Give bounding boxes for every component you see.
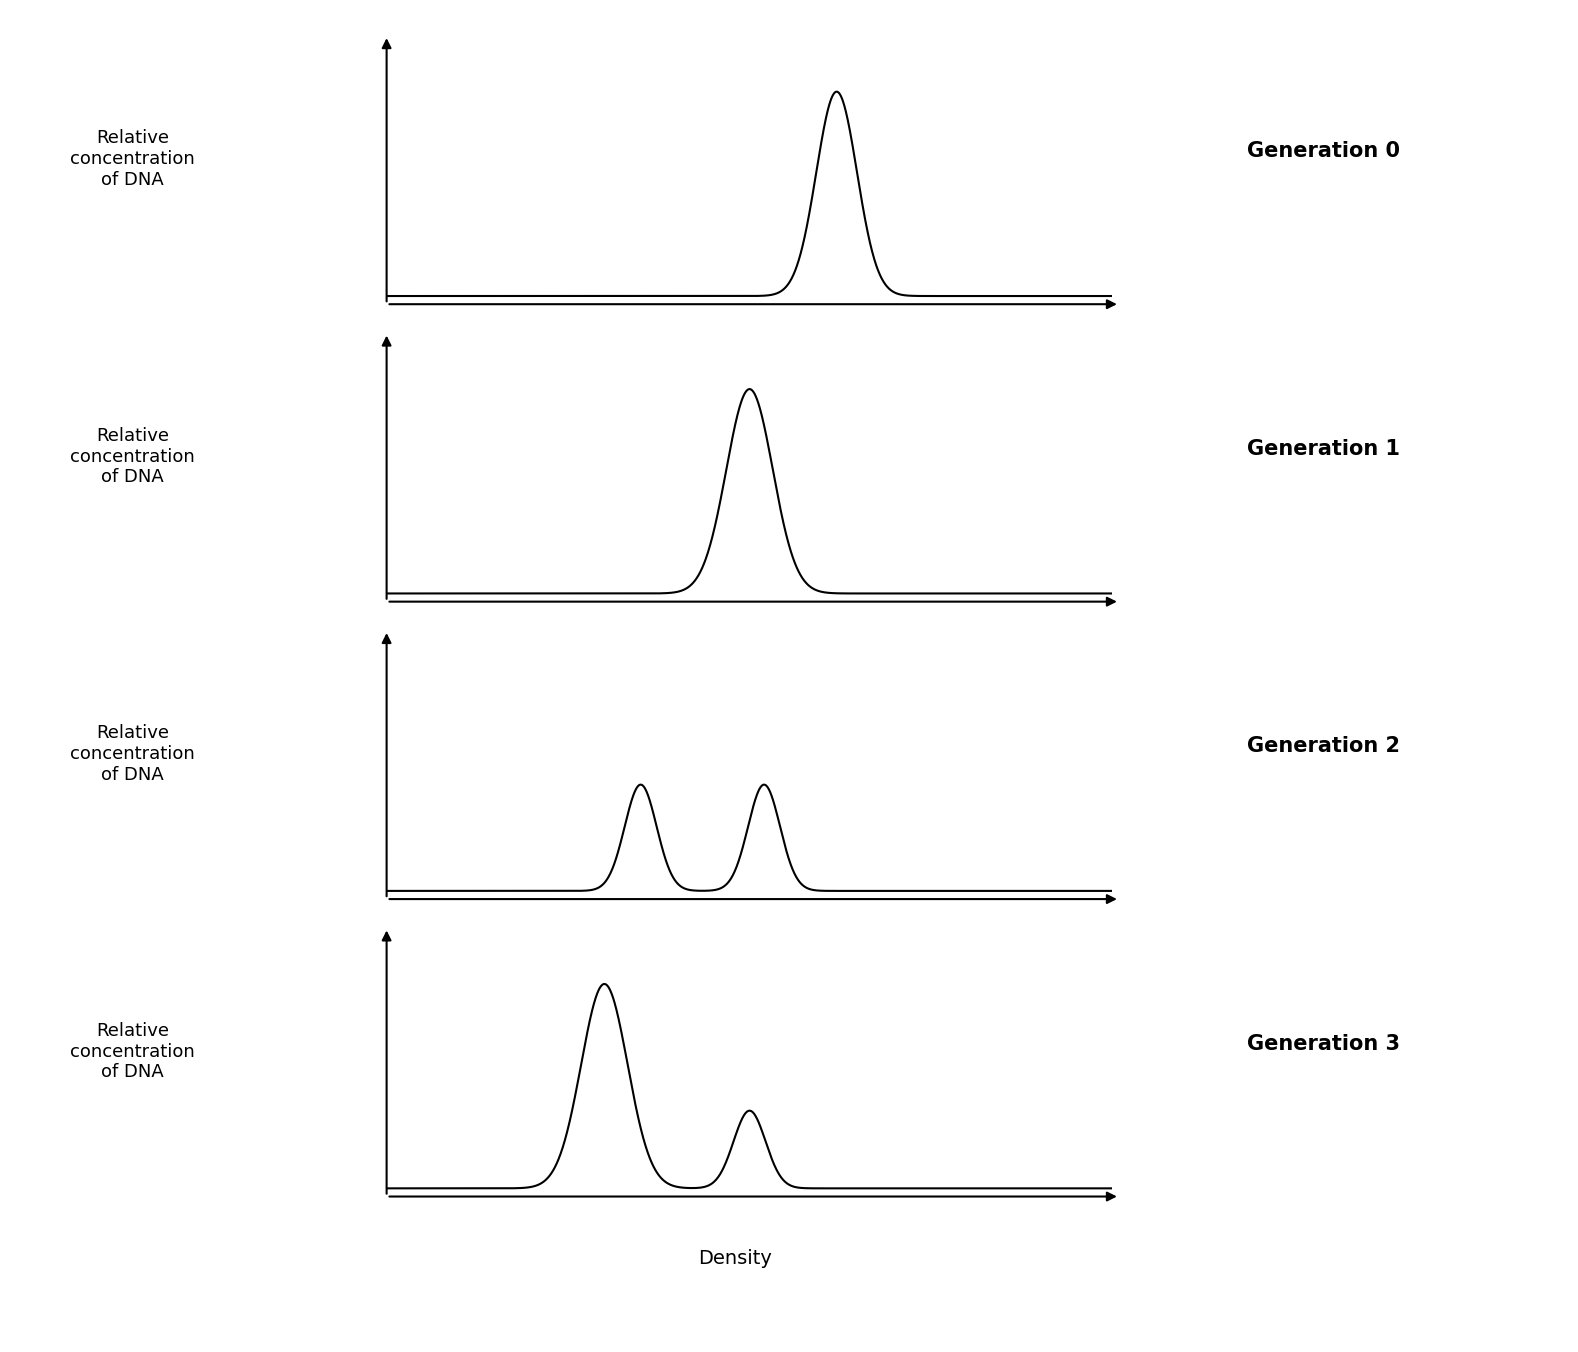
Text: Generation 3: Generation 3: [1247, 1034, 1400, 1053]
Text: Density: Density: [697, 357, 772, 376]
Text: Relative
concentration
of DNA: Relative concentration of DNA: [69, 725, 196, 784]
Text: Relative
concentration
of DNA: Relative concentration of DNA: [69, 1022, 196, 1082]
Text: Density: Density: [697, 1249, 772, 1268]
Text: Generation 2: Generation 2: [1247, 737, 1400, 756]
Text: Relative
concentration
of DNA: Relative concentration of DNA: [69, 130, 196, 189]
Text: Generation 1: Generation 1: [1247, 439, 1400, 458]
Text: Relative
concentration
of DNA: Relative concentration of DNA: [69, 427, 196, 487]
Text: Generation 0: Generation 0: [1247, 142, 1400, 161]
Text: Density: Density: [697, 952, 772, 971]
Text: Density: Density: [697, 654, 772, 673]
